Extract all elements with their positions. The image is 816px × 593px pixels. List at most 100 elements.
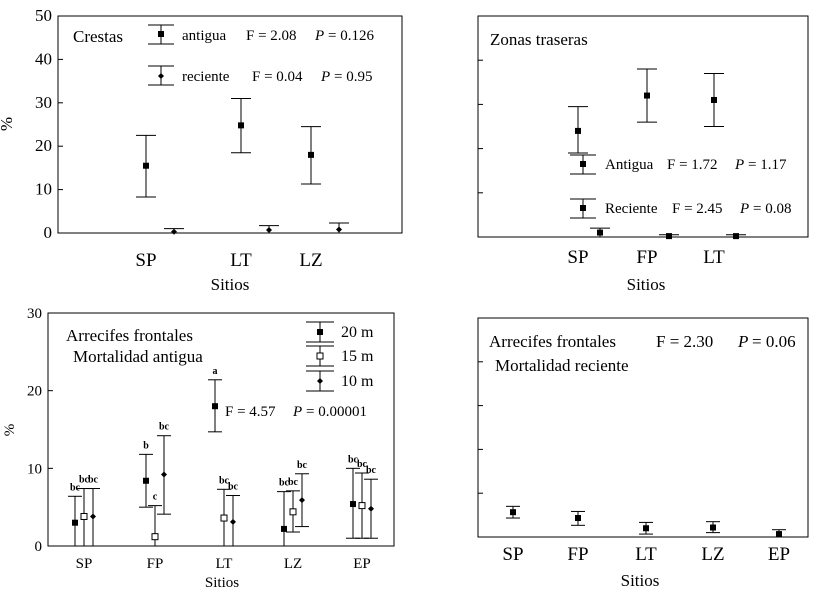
- legend-item-antigua: Antigua F = 1.72 P = 1.17: [570, 154, 787, 175]
- x-axis-label: Sitios: [627, 275, 666, 294]
- significance-letter: bc: [348, 454, 359, 465]
- point-marker-square: [308, 151, 314, 158]
- stat-annotation: F = 2.30 P = 0.06: [656, 332, 796, 351]
- x-tick-labels: SP FP LT: [567, 247, 725, 268]
- stat-p-label: P: [739, 201, 749, 217]
- point-marker-square: [510, 509, 516, 516]
- plot-frame: [57, 15, 403, 234]
- x-tick-labels: SP FP LT LZ EP: [76, 556, 371, 572]
- x-tick-label: LT: [703, 247, 725, 268]
- point-marker-square: [643, 525, 649, 532]
- legend-label: reciente: [182, 69, 230, 85]
- y-axis: [478, 317, 483, 538]
- point-marker-open-square: [358, 502, 366, 510]
- legend-label: Reciente: [605, 201, 658, 217]
- stat-p-label: P: [292, 404, 302, 420]
- point-marker-square: [575, 515, 581, 522]
- point-marker-diamond: [230, 518, 236, 525]
- y-tick-label: 20: [27, 384, 42, 400]
- x-tick-label: SP: [76, 556, 93, 572]
- x-tick-label: FP: [567, 544, 588, 565]
- significance-letter: bc: [288, 477, 299, 488]
- data-marks: [136, 97, 349, 235]
- x-tick-labels: SP FP LT LZ EP: [502, 544, 790, 565]
- stat-annotation: F = 4.57 P = 0.00001: [225, 404, 367, 420]
- point-marker-square: [710, 524, 716, 531]
- point-marker-diamond: [368, 505, 374, 512]
- x-tick-label: SP: [502, 544, 523, 565]
- y-tick-label: 10: [27, 461, 42, 477]
- significance-letter: bc: [297, 460, 308, 471]
- point-marker-open-square: [80, 512, 88, 520]
- plot-frame: [477, 15, 809, 238]
- point-marker-square: [143, 477, 149, 484]
- stat-p-label: P: [320, 69, 330, 85]
- significance-letter: bc: [357, 459, 368, 470]
- point-marker-square: [72, 519, 78, 526]
- stat-p-label: P: [734, 157, 744, 173]
- legend-marker-diamond: [317, 378, 323, 384]
- point-marker-square: [776, 531, 782, 538]
- stat-p-value: = 1.17: [748, 157, 787, 173]
- y-axis-label: %: [0, 117, 16, 131]
- point-marker-square: [711, 96, 717, 103]
- point-marker-square: [143, 162, 149, 169]
- significance-letter: b: [143, 440, 149, 451]
- legend-item-20m: 20 m: [306, 321, 374, 343]
- legend-item-10m: 10 m: [306, 370, 374, 392]
- significance-letter: bc: [279, 478, 290, 489]
- y-tick-label: 40: [35, 49, 52, 68]
- panel-arrecifes-antigua: 0 10 20 30 % Arrecifes frontales Mortalidad…: [2, 306, 395, 591]
- legend-item-antigua: antigua F = 2.08 P = 0.126: [148, 24, 374, 45]
- legend-label: 20 m: [341, 324, 374, 341]
- point-marker-diamond: [266, 226, 272, 233]
- y-axis-label: %: [2, 424, 18, 437]
- legend-marker-diamond: [158, 73, 164, 79]
- y-tick-label: 50: [35, 6, 52, 25]
- x-axis-label: Sitios: [211, 275, 250, 294]
- x-tick-label: LZ: [701, 544, 724, 565]
- x-tick-label: LZ: [284, 556, 302, 572]
- stat-p-label: P: [314, 28, 324, 44]
- point-marker-open-square: [220, 514, 228, 522]
- legend-marker-square: [580, 161, 586, 167]
- point-marker-diamond: [336, 226, 342, 233]
- chart-subtitle: Mortalidad reciente: [495, 356, 629, 375]
- stat-p-value: = 0.00001: [306, 404, 367, 420]
- x-tick-label: LT: [216, 556, 233, 572]
- chart-title: Zonas traseras: [490, 30, 588, 49]
- legend-item-15m: 15 m: [306, 345, 374, 367]
- y-axis: 0 10 20 30: [27, 306, 53, 555]
- point-marker-diamond: [299, 497, 305, 504]
- legend-marker-square: [580, 205, 586, 211]
- chart-title: Crestas: [73, 27, 123, 46]
- y-tick-label: 0: [44, 223, 53, 242]
- legend-item-reciente: reciente F = 0.04 P = 0.95: [148, 65, 372, 86]
- point-marker-square: [281, 525, 287, 532]
- y-axis: [478, 15, 483, 238]
- stat-f: F = 2.30: [656, 332, 713, 351]
- significance-letter: bc: [70, 482, 81, 493]
- legend-marker-open-square: [316, 352, 324, 360]
- x-tick-labels: SP LT LZ: [135, 250, 322, 271]
- y-tick-label: 20: [35, 136, 52, 155]
- x-axis-label: Sitios: [205, 575, 239, 591]
- x-tick-label: LT: [635, 544, 657, 565]
- legend-label: Antigua: [605, 157, 654, 173]
- point-marker-square: [597, 229, 603, 236]
- x-tick-label: LZ: [299, 250, 322, 271]
- x-tick-label: EP: [768, 544, 790, 565]
- point-marker-open-square: [289, 508, 297, 516]
- plot-frame: [477, 317, 809, 538]
- y-tick-label: 30: [35, 93, 52, 112]
- data-marks: [568, 68, 746, 240]
- y-tick-label: 30: [27, 306, 42, 322]
- chart-title: Arrecifes frontales: [66, 326, 193, 345]
- significance-letter: bc: [159, 422, 170, 433]
- significance-letter: c: [153, 492, 158, 503]
- point-marker-square: [350, 501, 356, 508]
- chart-subtitle: Mortalidad antigua: [73, 347, 203, 366]
- legend: Antigua F = 1.72 P = 1.17 Reciente F = 2…: [570, 154, 791, 219]
- y-tick-label: 0: [35, 539, 43, 555]
